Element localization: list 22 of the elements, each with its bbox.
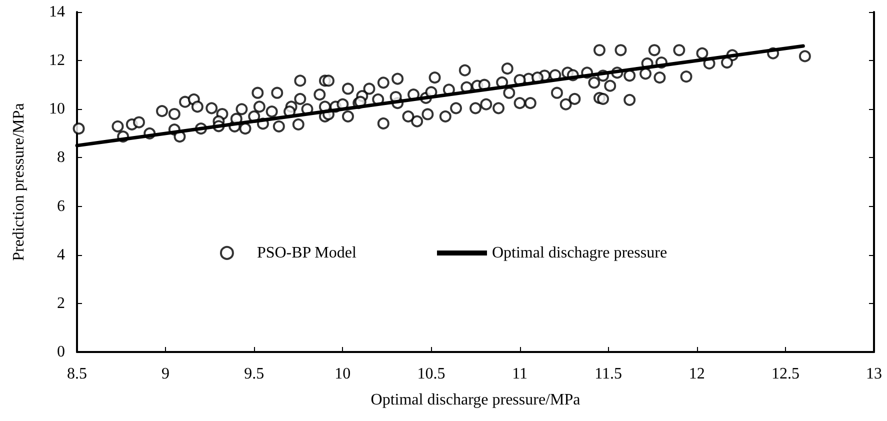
x-tick-label: 9.5 [244, 366, 264, 382]
y-tick-label: 8 [57, 149, 65, 166]
y-tick-label: 14 [49, 4, 65, 20]
legend-label: Optimal dischagre pressure [492, 244, 668, 262]
y-tick-label: 0 [57, 344, 65, 360]
y-tick-label: 12 [49, 52, 65, 70]
x-tick-label: 12 [688, 366, 705, 382]
x-tick-label: 12.5 [771, 366, 800, 382]
legend-label: PSO-BP Model [256, 244, 357, 262]
x-tick-label: 10.5 [417, 366, 446, 382]
x-tick-label: 10 [334, 366, 351, 382]
y-tick-label: 2 [57, 294, 65, 312]
x-tick-label: 13 [866, 366, 882, 382]
x-tick-label: 9 [162, 366, 170, 382]
x-tick-label: 8.5 [67, 366, 87, 382]
x-axis-title: Optimal discharge pressure/MPa [370, 392, 580, 408]
y-tick-label: 10 [49, 100, 65, 118]
y-axis-title: Prediction pressure/MPa [10, 103, 28, 261]
x-tick-label: 11.5 [594, 366, 622, 382]
y-tick-label: 4 [57, 246, 65, 264]
y-tick-label: 6 [57, 198, 65, 215]
x-tick-label: 11 [512, 366, 528, 382]
